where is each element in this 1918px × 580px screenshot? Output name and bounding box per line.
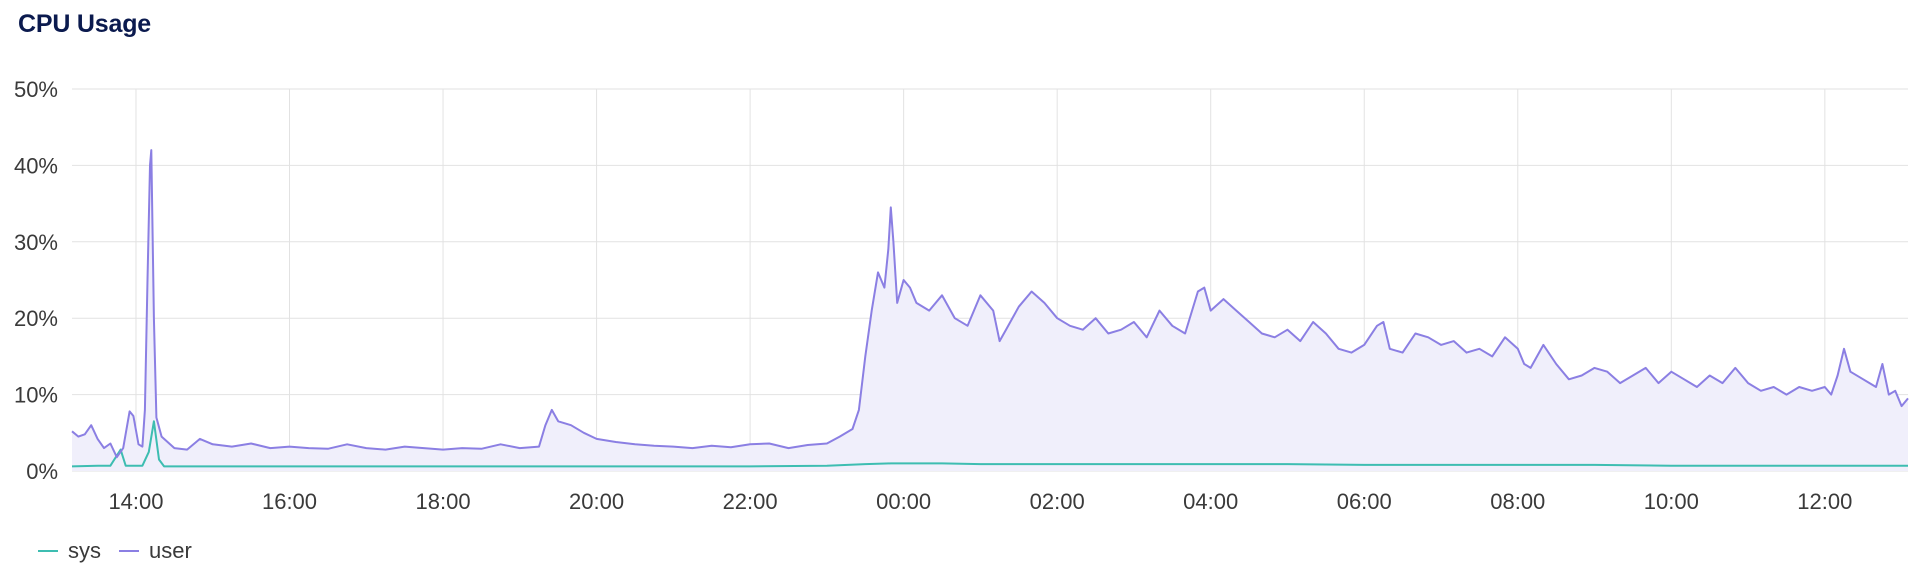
x-tick-label: 20:00 <box>569 489 624 514</box>
x-tick-label: 12:00 <box>1797 489 1852 514</box>
x-tick-label: 06:00 <box>1337 489 1392 514</box>
x-tick-label: 18:00 <box>416 489 471 514</box>
series-line-sys <box>71 420 1908 468</box>
legend-swatch-user <box>119 550 139 552</box>
x-tick-label: 02:00 <box>1030 489 1085 514</box>
chart-title: CPU Usage <box>18 10 151 38</box>
x-tick-label: 10:00 <box>1644 489 1699 514</box>
x-axis-ticks: 14:00 16:00 18:00 20:00 22:00 00:00 02:00 04:00… <box>108 489 1852 514</box>
legend-label-user: user <box>149 538 192 563</box>
y-tick-label: 30% <box>14 230 58 255</box>
x-tick-label: 22:00 <box>723 489 778 514</box>
x-tick-label: 00:00 <box>876 489 931 514</box>
y-tick-label: 40% <box>14 153 58 178</box>
legend-item-sys[interactable]: sys <box>38 538 101 564</box>
series-line-user <box>71 149 1909 459</box>
legend-swatch-sys <box>38 550 58 552</box>
chart-legend: sys user <box>38 538 192 564</box>
y-tick-label: 0% <box>26 459 58 484</box>
y-tick-label: 50% <box>14 77 58 102</box>
legend-label-sys: sys <box>68 538 101 563</box>
user-area-fill <box>72 150 1908 471</box>
x-tick-label: 08:00 <box>1490 489 1545 514</box>
y-tick-label: 20% <box>14 306 58 331</box>
series-areas <box>72 150 1908 471</box>
x-tick-label: 16:00 <box>262 489 317 514</box>
x-tick-label: 14:00 <box>108 489 163 514</box>
x-tick-label: 04:00 <box>1183 489 1238 514</box>
legend-item-user[interactable]: user <box>119 538 192 564</box>
y-axis-ticks: 0% 10% 20% 30% 40% 50% <box>14 77 58 484</box>
series-lines <box>71 149 1909 468</box>
y-tick-label: 10% <box>14 383 58 408</box>
